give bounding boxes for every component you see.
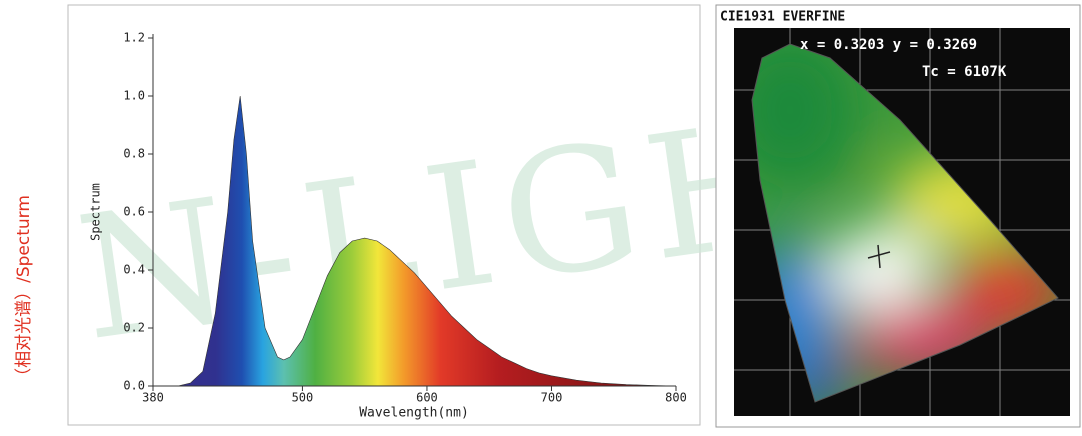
x-tick-label: 700 (541, 391, 563, 405)
y-tick-label: 0.8 (123, 147, 145, 161)
cie-panel: CIE1931 EVERFINE x = 0.3203 y = 0.3269 T… (716, 5, 1080, 427)
cie-cct: Tc = 6107K (922, 64, 1007, 80)
x-tick-label: 800 (665, 391, 687, 405)
side-label: （相对光谱）/Specturm (14, 195, 34, 385)
x-tick-label: 600 (416, 391, 438, 405)
y-tick-label: 0.2 (123, 321, 145, 335)
page: （相对光谱）/Specturm N-LIGHT 0.00.20.40.60.81… (0, 0, 1082, 432)
y-tick-label: 1.2 (123, 31, 145, 45)
cie-coordinates: x = 0.3203 y = 0.3269 (800, 37, 977, 53)
x-tick-label: 500 (292, 391, 314, 405)
x-tick-label: 380 (142, 391, 164, 405)
y-tick-label: 1.0 (123, 89, 145, 103)
y-axis-label: Spectrum (89, 183, 103, 241)
figure: （相对光谱）/Specturm N-LIGHT 0.00.20.40.60.81… (0, 0, 1082, 432)
x-axis-label: Wavelength(nm) (359, 406, 469, 421)
cie-title: CIE1931 EVERFINE (720, 10, 845, 25)
y-tick-label: 0.6 (123, 205, 145, 219)
y-tick-label: 0.4 (123, 263, 145, 277)
